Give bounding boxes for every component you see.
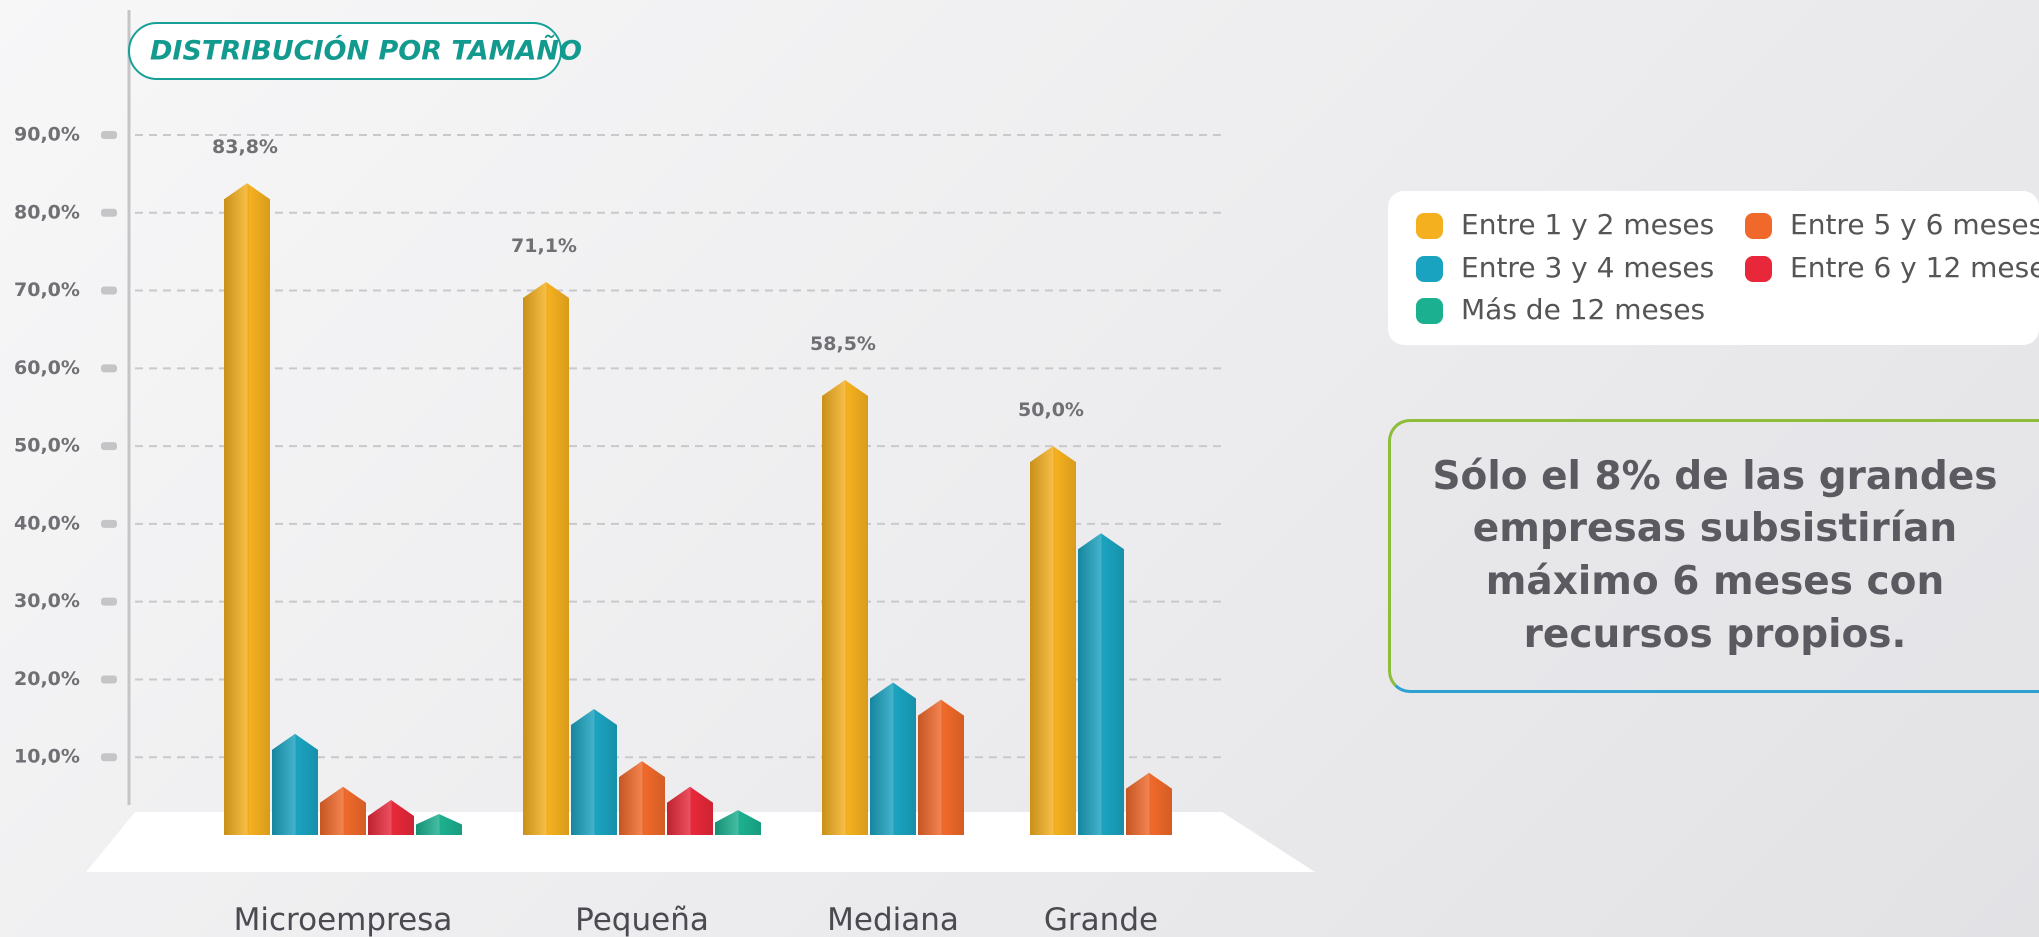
bar-shade — [822, 380, 868, 835]
y-tick — [101, 442, 117, 450]
legend-swatch — [1416, 256, 1443, 282]
y-tick — [101, 131, 117, 139]
bar-shade — [1030, 446, 1076, 835]
chart-title: DISTRIBUCIÓN POR TAMAÑO — [150, 35, 582, 67]
y-tick — [101, 209, 117, 217]
legend-label: Más de 12 meses — [1461, 293, 1705, 326]
y-tick-label: 70,0% — [14, 279, 80, 301]
bar-shade — [523, 282, 569, 835]
bar-shade — [1078, 533, 1124, 835]
bar-shade — [1126, 773, 1172, 835]
x-tick-label: Pequeña — [575, 902, 709, 937]
x-tick-label: Grande — [1044, 902, 1158, 937]
value-label: 58,5% — [810, 333, 876, 355]
y-tick-label: 20,0% — [14, 668, 80, 690]
legend-label: Entre 1 y 2 meses — [1461, 208, 1714, 241]
bar-shade — [870, 683, 916, 835]
legend-label: Entre 6 y 12 meses — [1790, 251, 2039, 284]
bar-shade — [368, 800, 414, 835]
y-tick — [101, 520, 117, 528]
legend-swatch — [1745, 213, 1772, 239]
x-tick-label: Mediana — [827, 902, 959, 937]
y-tick-label: 60,0% — [14, 357, 80, 379]
y-tick — [101, 287, 117, 295]
bar-shade — [571, 709, 617, 835]
legend-label: Entre 3 y 4 meses — [1461, 251, 1714, 284]
bar-shade — [918, 700, 964, 835]
page: {"chart_data": {"type": "bar", "title": … — [0, 0, 2039, 937]
y-tick-label: 90,0% — [14, 124, 80, 146]
y-tick-label: 10,0% — [14, 746, 80, 768]
bar-shade — [320, 787, 366, 835]
legend-label: Entre 5 y 6 meses — [1790, 208, 2039, 241]
y-tick-label: 80,0% — [14, 201, 80, 223]
y-tick — [101, 675, 117, 683]
bar-shade — [619, 761, 665, 835]
y-tick-label: 50,0% — [14, 435, 80, 457]
legend-swatch — [1416, 213, 1443, 239]
value-label: 50,0% — [1018, 399, 1084, 421]
y-tick — [101, 598, 117, 606]
legend-swatch — [1745, 256, 1772, 282]
callout: Sólo el 8% de las grandes empresas subsi… — [1388, 419, 2039, 693]
y-tick — [101, 753, 117, 761]
legend-swatch — [1416, 298, 1443, 324]
bar-shade — [272, 734, 318, 835]
y-tick-label: 40,0% — [14, 512, 80, 534]
value-label: 83,8% — [212, 136, 278, 158]
y-tick-label: 30,0% — [14, 590, 80, 612]
value-label: 71,1% — [511, 235, 577, 257]
y-tick — [101, 364, 117, 372]
bar-shade — [224, 183, 270, 835]
x-tick-label: Microempresa — [234, 902, 453, 937]
bar-shade — [667, 787, 713, 835]
